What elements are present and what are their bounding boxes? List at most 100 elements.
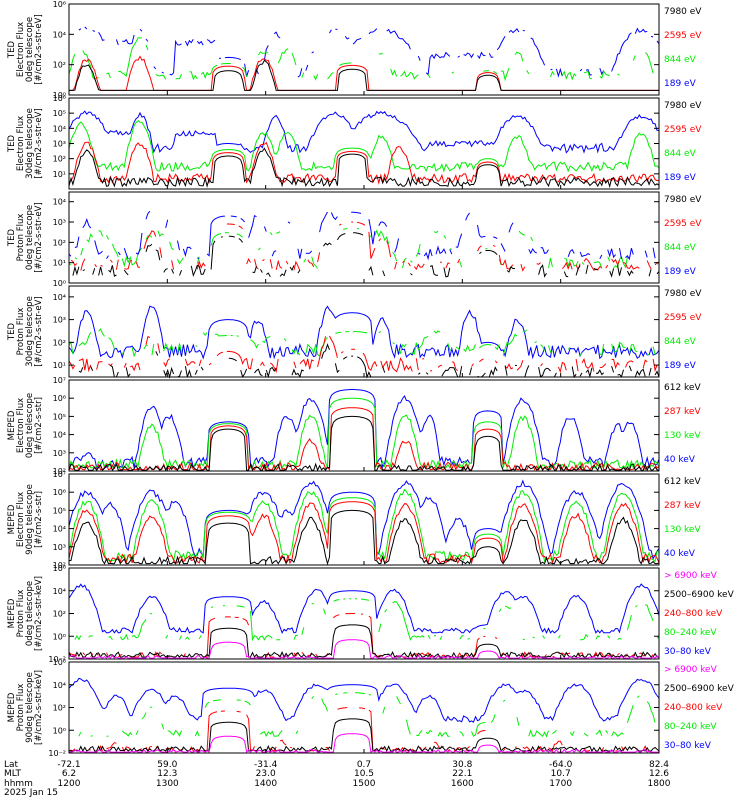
y-tick-label: 10²: [53, 467, 66, 476]
footer-hhmm-value: 1500: [353, 779, 376, 789]
panel-1: 10⁰ 10² 10⁴ 10⁶ TED Electron Flux 0deg telesco…: [7, 0, 702, 100]
legend-entry: 189 eV: [664, 361, 697, 371]
legend-entry: 240–800 keV: [664, 703, 723, 713]
legend-entry: 2595 eV: [664, 219, 702, 229]
footer-lat-value: -72.1: [57, 760, 80, 770]
y-tick-label: 10⁶: [53, 394, 66, 403]
footer-lat-value: 30.8: [452, 760, 472, 770]
y-axis-label: 30deg telescope: [25, 296, 35, 367]
legend-entry: 240–800 keV: [664, 609, 723, 619]
panel-2: 10¹ 10² 10³ 10⁴ 10⁵ 10⁶ TED Electron Flux 30deg …: [7, 94, 702, 190]
y-tick-label: 10⁴: [53, 198, 66, 207]
legend-entry: 612 keV: [664, 477, 701, 487]
y-axis-label: MEPED: [7, 410, 17, 440]
legend-entry: 844 eV: [664, 337, 697, 347]
series-blue-line: [68, 110, 659, 154]
panel-5: 10² 10³ 10⁴ 10⁵ 10⁶ 10⁷ MEPED Electron Flux 0deg…: [7, 376, 701, 476]
y-axis-label: Proton Flux: [16, 308, 26, 356]
plot-frame: [68, 191, 660, 284]
y-axis-label: 0deg telescope: [25, 205, 35, 270]
y-tick-label: 10⁴: [53, 431, 66, 440]
series-green-line: [68, 488, 660, 564]
series-red-line: [69, 614, 659, 658]
y-axis-label: 90deg telescope: [25, 672, 35, 743]
panel-4: 10¹ 10² 10³ 10⁴ TED Proton Flux 30deg telescop…: [7, 285, 702, 379]
legend-entry: 189 eV: [664, 79, 697, 89]
series-black-line: [68, 415, 660, 472]
footer-lat-value: 59.0: [157, 760, 177, 770]
legend-entry: > 6900 keV: [664, 665, 718, 675]
footer-hhmm-value: 1400: [254, 779, 277, 789]
series-red-line: [68, 141, 660, 185]
panel-3: 10⁰ 10¹ 10² 10³ 10⁴ TED Proton Flux 0deg telesc…: [7, 191, 702, 288]
y-tick-label: 10²: [53, 61, 66, 70]
footer-lat-value: 82.4: [649, 760, 669, 770]
y-tick-label: 10⁶: [53, 94, 66, 103]
footer-mlt-value: 12.6: [649, 769, 669, 779]
y-axis-label: Proton Flux: [16, 590, 26, 638]
footer-lat-value: 0.7: [357, 760, 371, 770]
footer-hhmm-value: 1800: [648, 779, 671, 789]
panel-8: 10⁻² 10⁰ 10² 10⁴ 10⁶ MEPED Proton Flux 90deg te…: [7, 658, 735, 758]
y-axis-label: MEPED: [7, 598, 17, 628]
series-black-line: [72, 232, 660, 278]
y-axis-label: 0deg telescope: [25, 581, 35, 646]
footer-mlt-value: 22.1: [452, 769, 472, 779]
legend-entry: 844 eV: [664, 55, 697, 65]
y-axis-label: [#/cm2-s-str-eV]: [34, 202, 44, 272]
series-blue-line: [68, 479, 660, 561]
y-tick-label: 10³: [53, 316, 66, 325]
y-tick-label: 10⁶: [53, 658, 66, 667]
y-tick-label: 10¹: [53, 170, 66, 179]
y-axis-label: Electron Flux: [16, 492, 26, 547]
series-green-line: [68, 328, 656, 358]
y-tick-label: 10⁰: [53, 726, 66, 735]
y-tick-label: 10³: [53, 218, 66, 227]
y-tick-label: 10⁴: [53, 681, 66, 690]
series-black-line: [68, 509, 660, 566]
y-axis-label: [#/cm2-s-str-eV]: [34, 14, 44, 84]
footer-lat-value: -31.4: [254, 760, 278, 770]
y-tick-label: 10⁰: [53, 279, 66, 288]
legend-entry: 40 keV: [664, 455, 696, 465]
legend-entry: > 6900 keV: [664, 571, 718, 581]
y-axis-label: Electron Flux: [16, 22, 26, 77]
legend-entry: 7980 eV: [664, 7, 702, 17]
legend-entry: 287 keV: [664, 407, 701, 417]
legend-entry: 7980 eV: [664, 195, 702, 205]
footer-mlt-value: 23.0: [256, 769, 276, 779]
y-tick-label: 10⁷: [53, 376, 66, 385]
series-red-line: [68, 407, 660, 472]
series-black-line: [78, 343, 660, 379]
y-tick-label: 10⁻²: [48, 749, 66, 758]
legend-entry: 2500–6900 keV: [664, 684, 735, 694]
y-tick-label: 10⁶: [53, 0, 66, 9]
footer-hhmm-value: 1700: [549, 779, 572, 789]
series-green-line: [68, 120, 660, 173]
legend-entry: 844 eV: [664, 149, 697, 159]
legend-entry: 2500–6900 keV: [664, 590, 735, 600]
legend-entry: 130 keV: [664, 431, 701, 441]
series-red-line: [68, 335, 658, 374]
panel-6: 10² 10³ 10⁴ 10⁵ 10⁶ 10⁷ MEPED Electron Flux 90de…: [7, 470, 701, 570]
y-tick-label: 10¹: [53, 361, 66, 370]
footer-hhmm-value: 1300: [156, 779, 179, 789]
legend-entry: 80–240 keV: [664, 722, 717, 732]
legend-entry: 612 keV: [664, 383, 701, 393]
y-axis-label: TED: [7, 322, 17, 341]
y-axis-label: TED: [7, 228, 17, 247]
series-red-line: [69, 708, 657, 751]
y-tick-label: 10⁻²: [48, 655, 66, 664]
series-black-line: [68, 718, 660, 753]
y-tick-label: 10¹: [53, 259, 66, 268]
y-axis-label: Electron Flux: [16, 398, 26, 453]
footer-row-label: 2025 Jan 15: [4, 788, 58, 798]
y-axis-label: [#/cm2-s-str]: [34, 397, 44, 454]
legend-entry: 189 eV: [664, 173, 697, 183]
legend-entry: 2595 eV: [664, 125, 702, 135]
y-tick-label: 10⁶: [53, 564, 66, 573]
series-green-line: [74, 598, 660, 642]
y-tick-label: 10²: [53, 561, 66, 570]
